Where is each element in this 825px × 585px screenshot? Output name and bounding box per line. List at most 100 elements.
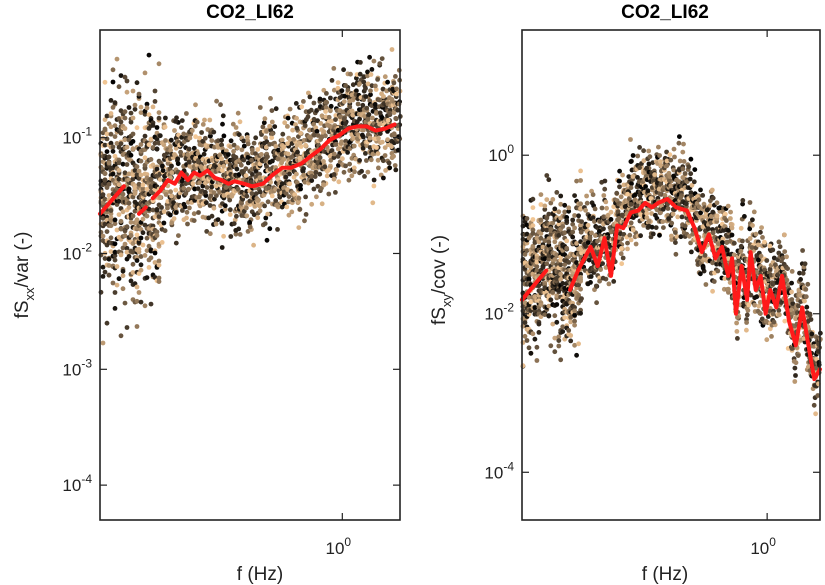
scatter-point bbox=[118, 252, 124, 258]
scatter-point bbox=[144, 235, 150, 241]
scatter-point bbox=[392, 163, 398, 168]
scatter-point bbox=[391, 110, 397, 115]
scatter-point bbox=[146, 206, 152, 212]
scatter-point bbox=[124, 224, 130, 230]
scatter-point bbox=[382, 145, 388, 151]
scatter-point bbox=[756, 303, 762, 309]
scatter-point bbox=[635, 175, 640, 180]
scatter-point bbox=[611, 279, 617, 284]
scatter-point bbox=[272, 124, 278, 129]
scatter-point bbox=[349, 173, 355, 179]
scatter-point bbox=[279, 159, 284, 165]
scatter-point bbox=[652, 172, 658, 178]
scatter-point bbox=[688, 171, 694, 177]
scatter-point bbox=[562, 252, 568, 258]
scatter-point bbox=[526, 276, 532, 282]
scatter-point bbox=[544, 197, 550, 203]
scatter-point bbox=[218, 102, 223, 108]
scatter-point bbox=[747, 200, 753, 205]
scatter-point bbox=[186, 186, 192, 192]
scatter-point bbox=[600, 261, 605, 266]
scatter-point bbox=[767, 326, 773, 332]
scatter-point bbox=[705, 226, 711, 232]
scatter-point bbox=[116, 276, 122, 282]
scatter-point bbox=[144, 101, 150, 107]
scatter-point bbox=[232, 217, 238, 223]
scatter-point bbox=[197, 135, 203, 141]
scatter-point bbox=[102, 269, 108, 275]
scatter-point bbox=[635, 153, 641, 159]
scatter-point bbox=[114, 227, 120, 233]
scatter-point bbox=[702, 253, 708, 258]
scatter-point bbox=[126, 200, 132, 206]
scatter-point bbox=[361, 79, 367, 85]
scatter-point bbox=[114, 264, 120, 269]
scatter-point bbox=[584, 193, 589, 199]
scatter-point bbox=[250, 172, 255, 177]
scatter-point bbox=[329, 148, 335, 153]
scatter-point bbox=[191, 218, 197, 224]
scatter-point bbox=[620, 255, 626, 261]
scatter-point bbox=[698, 210, 703, 216]
scatter-point bbox=[742, 214, 747, 219]
scatter-point bbox=[370, 200, 376, 206]
scatter-point bbox=[219, 221, 225, 226]
scatter-point bbox=[740, 198, 746, 203]
scatter-point bbox=[110, 280, 116, 286]
scatter-point bbox=[662, 193, 668, 198]
scatter-point bbox=[318, 121, 324, 126]
scatter-point bbox=[301, 99, 306, 104]
scatter-point bbox=[578, 275, 583, 280]
scatter-point bbox=[136, 91, 142, 97]
scatter-point bbox=[534, 344, 540, 350]
scatter-point bbox=[221, 163, 227, 169]
scatter-point bbox=[191, 211, 197, 217]
scatter-point bbox=[544, 261, 550, 267]
scatter-point bbox=[274, 202, 279, 208]
scatter-point bbox=[263, 215, 269, 221]
scatter-point bbox=[181, 131, 187, 137]
scatter-point bbox=[116, 144, 122, 150]
scatter-point bbox=[261, 120, 267, 126]
scatter-point bbox=[156, 275, 162, 281]
scatter-point bbox=[324, 100, 330, 105]
scatter-point bbox=[534, 259, 540, 265]
scatter-point bbox=[284, 204, 290, 210]
scatter-point bbox=[179, 135, 185, 140]
scatter-point bbox=[118, 218, 124, 224]
scatter-point bbox=[289, 209, 295, 215]
scatter-point bbox=[564, 218, 570, 223]
scatter-point bbox=[110, 171, 116, 177]
scatter-point bbox=[649, 224, 655, 230]
scatter-point bbox=[522, 333, 528, 339]
scatter-point bbox=[550, 289, 556, 295]
scatter-point bbox=[287, 181, 293, 187]
scatter-point bbox=[132, 106, 138, 112]
scatter-point bbox=[222, 206, 228, 212]
scatter-point bbox=[765, 314, 771, 319]
scatter-point bbox=[251, 140, 257, 146]
scatter-point bbox=[239, 169, 245, 174]
scatter-point bbox=[154, 233, 160, 238]
scatter-point bbox=[201, 151, 207, 157]
scatter-point bbox=[597, 278, 602, 284]
scatter-point bbox=[700, 193, 706, 198]
scatter-point bbox=[146, 142, 152, 148]
scatter-point bbox=[777, 312, 782, 318]
scatter-point bbox=[219, 156, 225, 162]
scatter-point bbox=[323, 133, 328, 139]
scatter-point bbox=[106, 263, 112, 268]
scatter-point bbox=[114, 56, 120, 62]
scatter-point bbox=[603, 199, 609, 205]
scatter-point bbox=[273, 106, 279, 112]
scatter-point bbox=[616, 216, 622, 221]
scatter-point bbox=[536, 321, 542, 327]
scatter-point bbox=[106, 272, 112, 278]
scatter-point bbox=[588, 280, 593, 285]
scatter-point bbox=[375, 157, 381, 163]
scatter-point bbox=[146, 243, 152, 249]
scatter-point bbox=[211, 129, 217, 135]
scatter-point bbox=[130, 176, 136, 182]
scatter-point bbox=[331, 155, 337, 161]
scatter-point bbox=[578, 229, 584, 235]
